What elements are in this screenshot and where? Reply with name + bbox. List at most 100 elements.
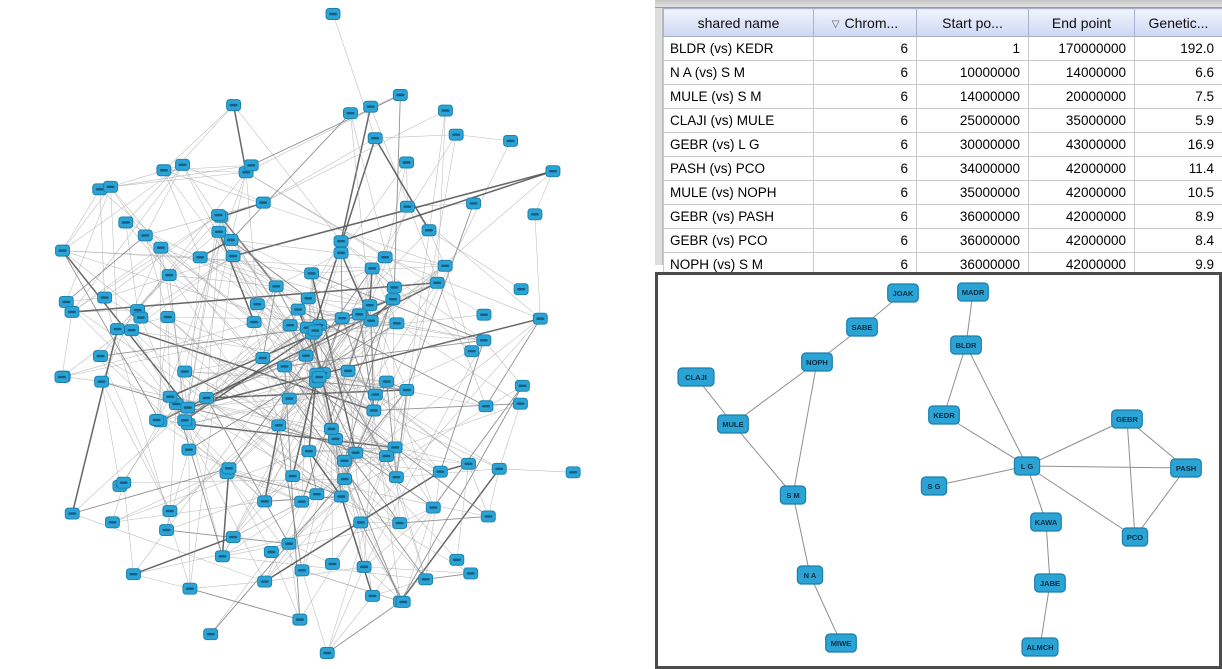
network-node[interactable] [255, 352, 271, 364]
network-node[interactable]: BLDR [950, 335, 982, 355]
network-node[interactable] [226, 99, 242, 112]
network-node[interactable] [399, 383, 415, 396]
network-edge[interactable] [792, 361, 818, 496]
network-node[interactable] [367, 132, 383, 145]
network-node[interactable] [365, 589, 380, 602]
network-node[interactable]: L G [1013, 456, 1041, 476]
network-node[interactable] [309, 488, 325, 501]
table-row[interactable]: MULE (vs) NOPH 6 35000000 42000000 10.5 [663, 180, 1222, 205]
network-node[interactable] [348, 446, 364, 459]
network-node[interactable] [281, 392, 297, 405]
network-node[interactable] [246, 316, 262, 329]
network-node[interactable] [156, 164, 172, 177]
network-node[interactable] [292, 613, 308, 626]
network-node[interactable] [392, 517, 408, 530]
network-node[interactable] [532, 312, 548, 325]
network-node[interactable]: CLAJI [677, 367, 715, 387]
network-node[interactable] [438, 104, 453, 117]
network-node[interactable] [94, 375, 110, 388]
network-node[interactable] [386, 281, 402, 294]
network-node[interactable] [294, 564, 310, 577]
network-node[interactable] [319, 647, 335, 659]
network-node[interactable] [180, 401, 196, 414]
network-edge[interactable] [1039, 582, 1051, 648]
network-node[interactable] [126, 568, 141, 581]
network-node[interactable] [399, 156, 415, 169]
network-node[interactable] [199, 392, 215, 404]
network-node[interactable] [203, 628, 219, 641]
network-node[interactable]: KAWA [1030, 512, 1062, 532]
network-node[interactable] [385, 293, 401, 306]
network-node[interactable] [177, 414, 193, 427]
network-node[interactable]: MADR [957, 282, 989, 302]
network-node[interactable] [432, 465, 448, 478]
network-node[interactable] [476, 308, 492, 321]
network-node[interactable]: S M [779, 485, 807, 505]
network-node[interactable] [294, 495, 310, 508]
table-row[interactable]: CLAJI (vs) MULE 6 25000000 35000000 5.9 [663, 108, 1222, 133]
network-node[interactable] [118, 216, 134, 229]
network-node[interactable] [363, 314, 379, 327]
large-network-canvas[interactable] [0, 0, 655, 669]
network-node[interactable] [282, 319, 298, 332]
network-node[interactable] [340, 364, 356, 377]
network-node[interactable] [545, 165, 561, 178]
network-node[interactable] [298, 349, 314, 362]
table-row[interactable]: GEBR (vs) PCO 6 36000000 42000000 8.4 [663, 228, 1222, 253]
network-node[interactable] [137, 229, 153, 242]
network-edge[interactable] [1026, 418, 1128, 467]
network-node[interactable] [290, 303, 306, 316]
network-node[interactable] [159, 524, 175, 537]
network-node[interactable] [392, 89, 408, 101]
network-node[interactable]: NOPH [801, 352, 833, 372]
table-row[interactable]: N A (vs) S M 6 10000000 14000000 6.6 [663, 60, 1222, 85]
network-edge[interactable] [1126, 418, 1136, 538]
network-node[interactable] [54, 371, 70, 383]
table-row[interactable]: PASH (vs) PCO 6 34000000 42000000 11.4 [663, 156, 1222, 181]
network-node[interactable] [328, 432, 343, 445]
column-header-shared-name[interactable]: shared name [663, 8, 814, 37]
network-node[interactable] [214, 550, 230, 563]
network-node[interactable] [177, 365, 193, 378]
network-node[interactable]: MIWE [825, 633, 857, 653]
network-node[interactable]: PASH [1170, 458, 1202, 478]
column-header-genetic[interactable]: Genetic... [1134, 8, 1222, 37]
network-node[interactable] [325, 8, 341, 20]
network-node[interactable] [565, 466, 581, 479]
network-node[interactable] [311, 371, 327, 384]
network-node[interactable] [363, 100, 379, 113]
network-node[interactable] [55, 244, 70, 257]
network-node[interactable] [476, 334, 492, 347]
network-edge[interactable] [732, 361, 818, 425]
network-node[interactable] [263, 546, 279, 558]
network-edge[interactable] [943, 344, 967, 416]
network-node[interactable]: S G [920, 476, 948, 496]
network-node[interactable] [324, 557, 340, 570]
network-node[interactable] [249, 298, 265, 311]
network-edge[interactable] [732, 423, 794, 496]
network-node[interactable] [399, 200, 415, 213]
network-node[interactable] [449, 553, 465, 566]
network-node[interactable]: JABE [1034, 573, 1066, 593]
network-node[interactable] [513, 283, 529, 296]
network-node[interactable]: PCO [1121, 527, 1149, 547]
network-node[interactable] [255, 196, 271, 209]
network-node[interactable] [225, 250, 241, 263]
network-node[interactable] [333, 246, 349, 259]
network-node[interactable] [304, 267, 320, 280]
network-node[interactable] [337, 473, 353, 486]
network-node[interactable] [389, 317, 405, 330]
network-edge[interactable] [1045, 521, 1051, 584]
network-node[interactable] [162, 390, 178, 403]
network-node[interactable] [356, 560, 372, 573]
network-node[interactable]: ALMCH [1021, 637, 1059, 657]
network-node[interactable] [478, 400, 494, 413]
network-node[interactable] [480, 510, 496, 523]
network-node[interactable]: SABE [846, 317, 878, 337]
network-node[interactable] [336, 454, 352, 467]
network-node[interactable] [116, 476, 132, 489]
network-node[interactable] [285, 470, 301, 482]
sub-network-canvas[interactable]: JOAK MADR SABE NOPH BLDR CLAJI MULE KEDR GEBR L G… [658, 275, 1219, 666]
network-node[interactable] [353, 516, 369, 529]
network-node[interactable] [362, 299, 378, 312]
